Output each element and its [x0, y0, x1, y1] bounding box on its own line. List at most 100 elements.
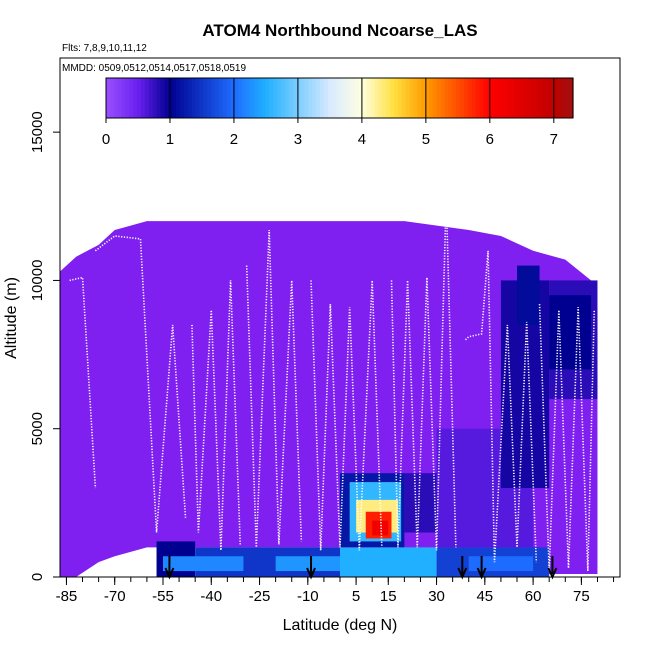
x-tick-label: 30 — [428, 588, 445, 605]
colorbar-segment — [339, 78, 344, 118]
colorbar-segment — [514, 78, 520, 118]
colorbar-segment — [502, 78, 508, 118]
colorbar-segment — [168, 78, 173, 118]
colorbar-segment — [323, 78, 329, 118]
heatmap-cell — [549, 295, 592, 370]
colorbar-segment — [518, 78, 524, 118]
colorbar-segment — [432, 78, 438, 118]
colorbar-segment — [253, 78, 259, 118]
colorbar-segment — [491, 78, 496, 118]
colorbar-tick-label: 5 — [422, 131, 430, 148]
colorbar-segment — [452, 78, 457, 118]
profile-track — [390, 197, 457, 551]
colorbar-segment — [148, 78, 154, 118]
colorbar-segment — [506, 78, 512, 118]
colorbar-segment — [214, 78, 220, 118]
colorbar-segment — [401, 78, 407, 118]
colorbar-segment — [160, 78, 165, 118]
colorbar-segment — [440, 78, 446, 118]
x-tick-label: 5 — [352, 588, 360, 605]
colorbar-segment — [549, 78, 555, 118]
colorbar-tick-label: 0 — [102, 131, 110, 148]
colorbar-segment — [366, 78, 372, 118]
x-tick-label: -40 — [200, 588, 222, 605]
colorbar-segment — [351, 78, 356, 118]
colorbar-segment — [129, 78, 134, 118]
colorbar-segment — [246, 78, 251, 118]
colorbar-tick-label: 6 — [486, 131, 494, 148]
colorbar-segment — [277, 78, 282, 118]
colorbar-segment — [187, 78, 193, 118]
colorbar-segment — [292, 78, 298, 118]
colorbar-segment — [316, 78, 321, 118]
colorbar-segment — [257, 78, 263, 118]
colorbar-segment — [249, 78, 255, 118]
colorbar-segment — [230, 78, 236, 118]
colorbar-segment — [561, 78, 566, 118]
colorbar-segment — [199, 78, 204, 118]
colorbar-segment — [273, 78, 278, 118]
colorbar-segment — [378, 78, 383, 118]
colorbar-segment — [141, 78, 146, 118]
colorbar-segment — [320, 78, 325, 118]
colorbar-tick-label: 4 — [358, 131, 366, 148]
colorbar-segment — [281, 78, 286, 118]
profile-track — [94, 235, 187, 533]
colorbar-segment — [203, 78, 208, 118]
colorbar-segment — [164, 78, 169, 118]
colorbar-segment — [541, 78, 547, 118]
colorbar-segment — [335, 78, 341, 118]
colorbar-segment — [137, 78, 142, 118]
colorbar-segment — [343, 78, 348, 118]
plot-area — [60, 197, 598, 580]
colorbar-tick-label: 7 — [550, 131, 558, 148]
x-tick-label: 15 — [380, 588, 397, 605]
chart-title: ATOM4 Northbound Ncoarse_LAS — [202, 21, 477, 40]
y-tick-label: 0 — [29, 573, 46, 581]
axes: -85 -70 -55 -40 -25 -10 5 15 30 45 60 7505000100001… — [29, 111, 615, 605]
colorbar-segment — [534, 78, 539, 118]
colorbar-segment — [557, 78, 562, 118]
colorbar-segment — [242, 78, 247, 118]
profile-track — [245, 229, 303, 548]
colorbar-segment — [448, 78, 453, 118]
colorbar-segment — [269, 78, 274, 118]
heatmap-cell — [162, 556, 244, 572]
colorbar-tick-label: 2 — [230, 131, 238, 148]
colorbar-segment — [565, 78, 570, 118]
x-axis-label: Latitude (deg N) — [283, 617, 398, 634]
colorbar-segment — [405, 78, 411, 118]
colorbar-segment — [545, 78, 551, 118]
colorbar-segment — [207, 78, 212, 118]
colorbar-segment — [133, 78, 138, 118]
heatmap-cell — [340, 547, 437, 577]
colorbar-segment — [374, 78, 380, 118]
heatmap-cell — [275, 556, 340, 572]
colorbar-segment — [386, 78, 391, 118]
dates-label: MMDD: 0509,0512,0514,0517,0518,0519 — [62, 63, 246, 74]
heatmap-cell — [372, 520, 389, 536]
colorbar-segment — [211, 78, 216, 118]
colorbar-segment — [191, 78, 197, 118]
colorbar-segment — [413, 78, 418, 118]
x-tick-label: -85 — [56, 588, 78, 605]
colorbar-segment — [265, 78, 271, 118]
colorbar-segment — [125, 78, 130, 118]
colorbar-segment — [362, 78, 368, 118]
colorbar-segment — [436, 78, 442, 118]
colorbar-segment — [456, 78, 461, 118]
profile-track — [464, 250, 538, 563]
x-tick-label: 60 — [525, 588, 542, 605]
colorbar-segment — [109, 78, 115, 118]
colorbar-segment — [464, 78, 469, 118]
colorbar-segment — [285, 78, 290, 118]
colorbar-tick-label: 3 — [294, 131, 302, 148]
colorbar-segment — [195, 78, 200, 118]
colorbar-segment — [304, 78, 309, 118]
colorbar-segment — [347, 78, 352, 118]
colorbar-segment — [537, 78, 543, 118]
flights-label: Flts: 7,8,9,10,11,12 — [62, 43, 147, 54]
profile-track — [310, 280, 383, 551]
colorbar-segment — [106, 78, 111, 118]
colorbar-segment — [409, 78, 415, 118]
